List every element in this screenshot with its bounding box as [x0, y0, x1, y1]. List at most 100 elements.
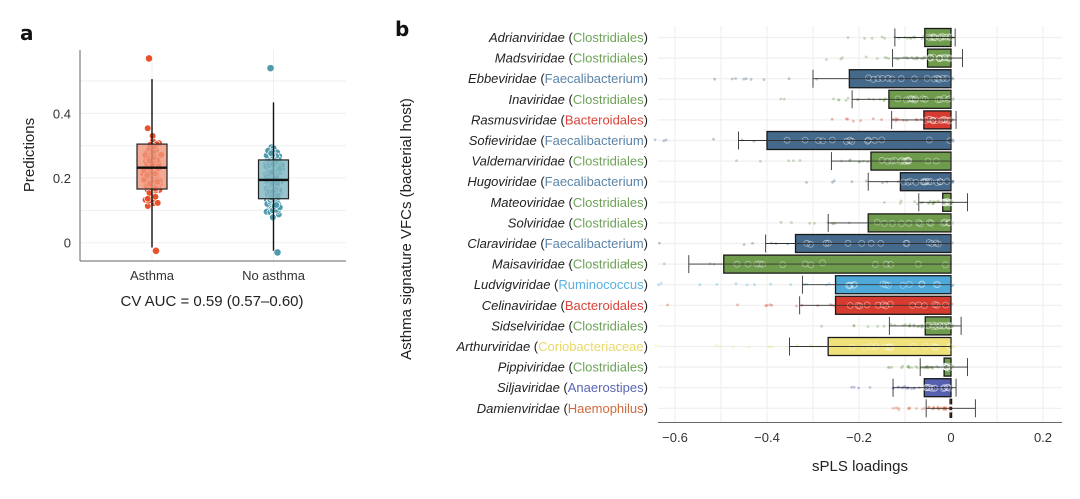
data-point [567, 263, 571, 266]
data-point [878, 156, 886, 164]
bacterial-host: Clostridiales [573, 51, 644, 66]
data-point [903, 96, 910, 104]
data-point [831, 180, 834, 184]
y-tick-label: 0.4 [53, 106, 71, 121]
row-label-valdemarviridae: Valdemarviridae (Clostridiales) [471, 154, 648, 169]
data-point [813, 221, 816, 225]
data-point [914, 365, 918, 369]
panel-b-y-axis-title: Asthma signature VFCs (bacterial host) [398, 98, 415, 360]
x-tick-label: Asthma [130, 268, 175, 283]
paren-close: ) [644, 401, 648, 416]
data-point [924, 115, 932, 123]
data-point [927, 405, 931, 409]
data-point [933, 117, 940, 124]
data-point [891, 157, 899, 164]
data-point [882, 201, 886, 204]
data-point [852, 385, 856, 389]
data-point [779, 97, 783, 101]
data-point [930, 117, 937, 125]
data-point [951, 138, 955, 142]
data-point [906, 365, 909, 369]
data-point [885, 343, 892, 351]
paren-close: ) [644, 318, 648, 333]
vfc-name: Inaviridae [509, 92, 565, 107]
data-point [654, 344, 658, 348]
data-point [820, 324, 823, 328]
paren-close: ) [644, 215, 648, 230]
data-point [787, 77, 791, 81]
data-point [922, 117, 929, 124]
data-point [859, 119, 862, 122]
data-point [751, 241, 754, 245]
data-point [787, 159, 791, 163]
vfc-name: Pippiviridae [498, 360, 565, 375]
data-point [942, 199, 950, 207]
data-point [891, 118, 895, 121]
data-point [951, 97, 955, 101]
data-point [875, 57, 879, 60]
panel-b-x-ticks: −0.6 −0.4 −0.2 0 0.2 [662, 430, 1052, 445]
row-label-damienviridae: Damienviridae (Haemophilus) [477, 401, 648, 416]
data-point [939, 199, 947, 207]
data-point [886, 366, 890, 369]
panel-a-x-ticks: Asthma No asthma [130, 268, 306, 283]
data-point [890, 365, 894, 369]
data-point [908, 406, 912, 410]
data-point [951, 180, 954, 183]
data-point [936, 199, 940, 203]
data-point [740, 138, 744, 142]
paren-open: ( [537, 174, 546, 189]
paren-open: ( [560, 380, 569, 395]
panel-a-boxes [136, 79, 290, 251]
row-label-sidselviridae: Sidselviridae (Clostridiales) [491, 318, 648, 333]
data-point [759, 159, 762, 163]
data-point [664, 138, 668, 142]
data-point [944, 198, 952, 206]
data-point [942, 362, 949, 370]
paren-open: ( [565, 154, 574, 169]
data-point [904, 178, 912, 186]
data-point [848, 137, 856, 145]
row-label-adrianviridae: Adrianviridae (Clostridiales) [488, 30, 648, 45]
data-point [903, 156, 911, 164]
data-point [915, 202, 919, 206]
paren-close: ) [644, 112, 648, 127]
data-point [947, 405, 955, 413]
data-point [882, 302, 890, 310]
data-point [786, 242, 790, 246]
paren-close: ) [644, 339, 648, 354]
data-point [899, 199, 903, 203]
data-point [928, 385, 936, 393]
data-point [742, 243, 746, 247]
row-label-mateoviridae: Mateoviridae (Clostridiales) [490, 195, 648, 210]
row-label-sofieviridae: Sofieviridae (Faecalibacterium) [469, 133, 648, 148]
data-point [873, 218, 881, 226]
data-point [931, 301, 939, 308]
paren-open: ( [565, 215, 574, 230]
data-point [830, 117, 834, 121]
data-point [734, 77, 737, 80]
data-point [850, 180, 854, 184]
data-point [947, 404, 954, 412]
data-point [921, 407, 924, 411]
vfc-name: Damienviridae [477, 401, 560, 416]
data-point [785, 345, 789, 349]
y-tick-label: 0 [64, 236, 71, 251]
data-point [764, 304, 768, 308]
data-point [945, 362, 952, 370]
bacterial-host: Clostridiales [573, 154, 644, 169]
data-point [856, 302, 864, 310]
data-point [770, 303, 774, 307]
row-label-celinaviridae: Celinaviridae (Bacteroidales) [482, 298, 648, 313]
data-point [885, 281, 892, 289]
data-point [145, 55, 153, 62]
data-point [916, 366, 919, 369]
row-label-siljaviridae: Siljaviridae (Anaerostipes) [497, 380, 648, 395]
data-point [905, 157, 913, 165]
data-point [779, 221, 783, 224]
data-point [941, 218, 949, 226]
data-point [845, 281, 852, 289]
bacterial-host: Clostridiales [573, 30, 644, 45]
vfc-name: Solviridae [508, 215, 565, 230]
data-point [886, 300, 894, 308]
